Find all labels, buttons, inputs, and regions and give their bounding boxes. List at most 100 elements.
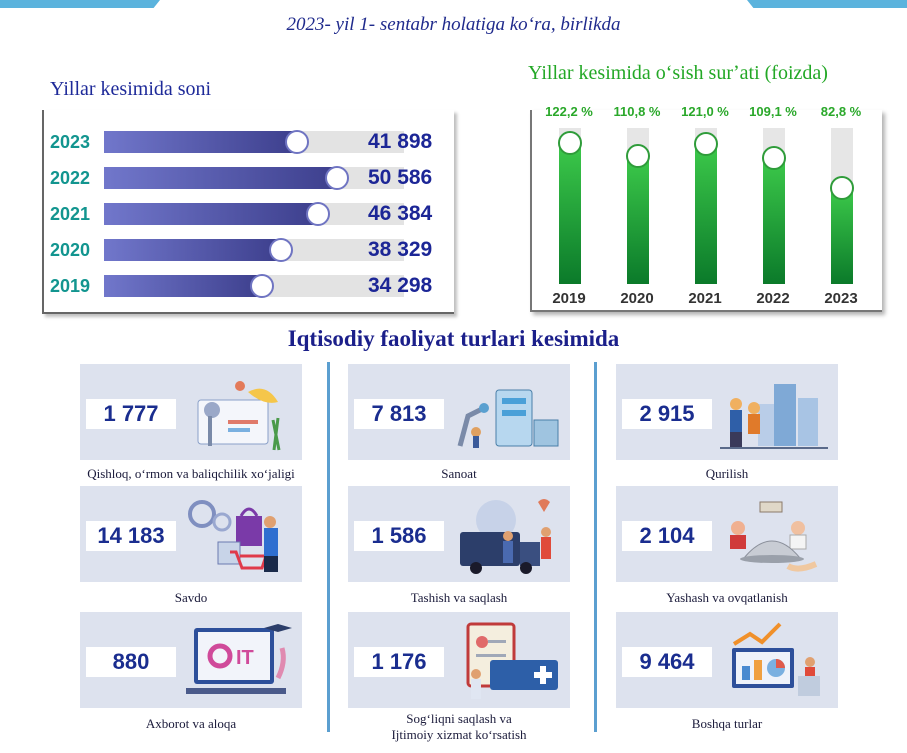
sector-caption: Qishloq, oʻrmon va baliqchilik xoʻjaligi — [87, 466, 295, 481]
vbar-fill — [831, 188, 853, 284]
vbar-year-label: 2021 — [688, 290, 722, 307]
sector-caption: Savdo — [174, 590, 208, 605]
hbar-row-2022: 2022 50 586 — [44, 166, 456, 192]
hbar-year-label: 2019 — [50, 276, 91, 296]
hbar-fill — [104, 239, 281, 261]
sector-count: 9 464 — [622, 647, 712, 677]
hbar-row-2023: 2023 41 898 — [44, 130, 456, 156]
top-right-stripe — [747, 0, 907, 8]
sector-caption: Boshqa turlar — [691, 716, 763, 731]
vbar-knob — [830, 176, 854, 200]
sector-caption: Tashish va saqlash — [410, 590, 508, 605]
vbar-fill — [559, 143, 581, 284]
vbar-track — [626, 128, 650, 284]
vbar-track — [762, 128, 786, 284]
sector-card-hospitality: 2 104 — [616, 486, 838, 582]
top-left-stripe — [0, 0, 160, 8]
sector-card-health: 1 176 — [348, 612, 570, 708]
hbar-value-label: 46 384 — [368, 202, 433, 225]
vbar-pct-label: 121,0 % — [681, 104, 729, 119]
vbar-pct-label: 109,1 % — [749, 104, 797, 119]
vbar-knob — [694, 132, 718, 156]
vbar-year-label: 2020 — [620, 290, 654, 307]
hbar-value-label: 38 329 — [368, 238, 433, 261]
vbar-pct-label: 122,2 % — [545, 104, 593, 119]
hbar-fill — [104, 203, 318, 225]
vbar-knob — [762, 146, 786, 170]
hbar-track — [104, 274, 404, 298]
sector-card-industry: 7 813 — [348, 364, 570, 460]
hbar-year-label: 2022 — [50, 168, 91, 188]
vbar-pct-label: 110,8 % — [613, 104, 661, 119]
hbar-value-label: 34 298 — [368, 274, 433, 297]
column-divider — [594, 362, 597, 732]
hbar-row-2020: 2020 38 329 — [44, 238, 456, 264]
sector-caption: Axborot va aloqa — [145, 716, 237, 731]
hbar-knob — [269, 238, 293, 262]
horizontal-bar-chart: 2023 41 898 2022 50 586 2021 46 384 2020… — [42, 110, 454, 314]
transport-icon — [460, 499, 551, 574]
agriculture-icon — [197, 381, 281, 451]
sectors-title: Iqtisodiy faoliyat turlari kesimida — [287, 326, 620, 351]
sector-count: 2 915 — [622, 399, 712, 429]
vbar-col-2021: 121,0 % 2021 — [681, 104, 729, 312]
sector-count: 1 176 — [354, 647, 444, 677]
hbar-track — [104, 202, 404, 226]
vbar-year-label: 2019 — [552, 290, 586, 307]
vbar-pct-label: 82,8 % — [820, 104, 862, 119]
column-divider — [327, 362, 330, 732]
vbar-year-label: 2022 — [756, 290, 790, 307]
hbar-row-2021: 2021 46 384 — [44, 202, 456, 228]
construction-icon — [720, 384, 828, 449]
sector-count: 1 777 — [86, 399, 176, 429]
hbar-row-2019: 2019 34 298 — [44, 274, 456, 300]
vbar-track — [830, 128, 854, 284]
hbar-year-label: 2021 — [50, 204, 91, 224]
vbar-track — [558, 128, 582, 284]
vbar-year-label: 2023 — [824, 290, 858, 307]
hbar-knob — [325, 166, 349, 190]
health-icon — [466, 622, 558, 699]
hbar-fill — [104, 131, 297, 153]
it-icon: IT — [186, 624, 292, 694]
page-subtitle: 2023- yil 1- sentabr holatiga koʻra, bir… — [286, 14, 621, 35]
vbar-knob — [558, 131, 582, 155]
hbar-year-label: 2023 — [50, 132, 91, 152]
industry-icon — [457, 389, 559, 448]
hbar-track — [104, 166, 404, 190]
vbar-fill — [763, 158, 785, 284]
left-chart-title: Yillar kesimida soni — [50, 78, 212, 100]
hbar-knob — [250, 274, 274, 298]
sector-caption-line: Ijtimoiy xizmat koʻrsatish — [391, 727, 527, 742]
sector-count: 7 813 — [354, 399, 444, 429]
sector-card-agriculture: 1 777 — [80, 364, 302, 460]
hbar-fill — [104, 275, 262, 297]
vbar-col-2023: 82,8 % 2023 — [818, 104, 864, 312]
vbar-col-2020: 110,8 % 2020 — [614, 104, 661, 312]
sector-card-transport: 1 586 — [348, 486, 570, 582]
vertical-bar-chart: 122,2 % 2019 110,8 % 2020 121,0 % 2021 1… — [530, 104, 882, 312]
vbar-col-2022: 109,1 % 2022 — [749, 104, 797, 312]
hbar-track — [104, 130, 404, 154]
sector-count: 2 104 — [622, 521, 712, 551]
analytics-icon — [732, 622, 820, 696]
vbar-col-2019: 122,2 % 2019 — [545, 104, 593, 312]
sector-caption-line: Sogʻliqni saqlash va — [406, 711, 512, 726]
hbar-value-label: 50 586 — [368, 166, 433, 189]
sector-card-other: 9 464 — [616, 612, 838, 708]
vbar-knob — [626, 144, 650, 168]
hbar-value-label: 41 898 — [368, 130, 433, 153]
right-chart-title: Yillar kesimida oʻsish surʼati (foizda) — [528, 62, 828, 84]
hbar-knob — [285, 130, 309, 154]
hbar-knob — [306, 202, 330, 226]
sector-count: 880 — [86, 647, 176, 677]
sector-card-construction: 2 915 — [616, 364, 838, 460]
vbar-track — [694, 128, 718, 284]
sector-card-trade: 14 183 — [80, 486, 302, 582]
sector-caption: Sogʻliqni saqlash va Ijtimoiy xizmat koʻ… — [339, 711, 579, 743]
sector-caption: Sanoat — [441, 466, 477, 481]
hbar-track — [104, 238, 404, 262]
hbar-fill — [104, 167, 337, 189]
sector-caption: Qurilish — [705, 466, 749, 481]
vbar-fill — [695, 144, 717, 284]
